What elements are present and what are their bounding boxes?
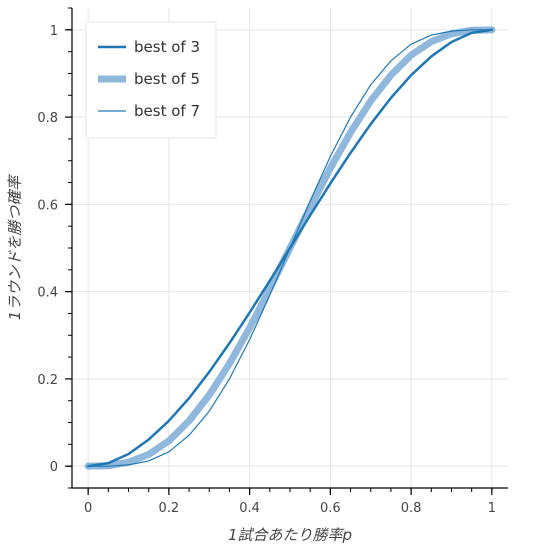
y-axis-label: 1ラウンドを勝つ確率 (6, 174, 24, 321)
x-tick-label: 0.4 (239, 501, 260, 516)
legend-label-best-of-7: best of 7 (134, 102, 200, 120)
y-tick-label: 0.4 (37, 286, 58, 301)
legend: best of 3 best of 5 best of 7 (85, 21, 217, 139)
y-tick-label: 1 (50, 24, 58, 39)
y-tick-label: 0.6 (37, 198, 58, 213)
y-tick-label: 0.8 (37, 111, 58, 126)
x-tick-label: 1 (488, 501, 496, 516)
series-line-best-of-7 (87, 29, 493, 467)
series-lines (84, 26, 496, 470)
legend-label-best-of-3: best of 3 (134, 38, 200, 56)
x-tick-label: 0.6 (320, 501, 341, 516)
grid (72, 8, 508, 488)
y-tick-label: 0 (50, 460, 58, 475)
x-tick-label: 0.8 (401, 501, 422, 516)
x-axis-label: 1試合あたり勝率p (228, 526, 352, 544)
ticks: 0 0.2 0.4 0.6 0.8 1 0 0.2 0.4 0.6 0.8 1 (37, 7, 496, 516)
x-tick-label: 0 (84, 501, 92, 516)
y-tick-label: 0.2 (37, 373, 58, 388)
legend-label-best-of-5: best of 5 (134, 70, 200, 88)
x-tick-label: 0.2 (159, 501, 180, 516)
